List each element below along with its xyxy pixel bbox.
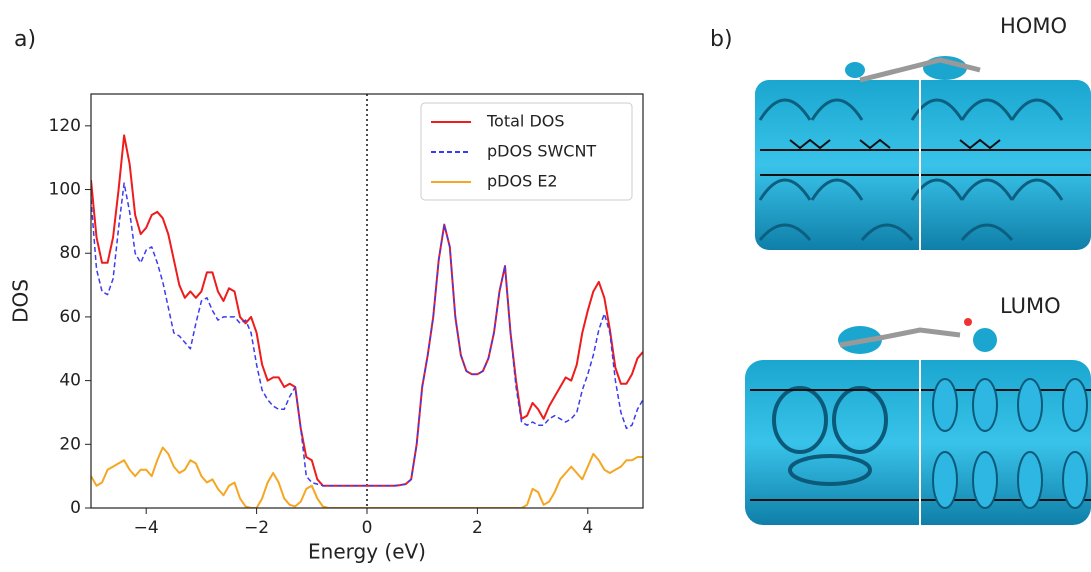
series-line xyxy=(91,134,643,487)
plot-frame xyxy=(90,93,644,509)
y-tick-label: 120 xyxy=(49,116,81,136)
x-tick-label: −4 xyxy=(134,518,159,538)
y-tick-label: 20 xyxy=(59,434,81,454)
homo-render xyxy=(755,56,1091,250)
orbital-label: LUMO xyxy=(1000,294,1061,318)
legend-box xyxy=(420,102,633,201)
legend-label: pDOS SWCNT xyxy=(487,142,596,161)
legend-label: pDOS E2 xyxy=(487,172,558,191)
y-tick-label: 0 xyxy=(70,498,81,518)
x-axis-label: Energy (eV) xyxy=(308,540,426,564)
legend-label: Total DOS xyxy=(486,112,565,131)
panel-label: a) xyxy=(14,27,36,52)
x-tick-label: 2 xyxy=(472,518,483,538)
y-tick-label: 100 xyxy=(49,180,81,200)
series-line xyxy=(91,182,643,487)
y-tick-label: 80 xyxy=(59,243,81,263)
x-tick-label: 0 xyxy=(362,518,373,538)
lumo-render xyxy=(745,318,1091,525)
y-tick-label: 40 xyxy=(59,371,81,391)
lines xyxy=(91,134,643,508)
series-line xyxy=(91,446,643,508)
x-tick-label: −2 xyxy=(244,518,269,538)
panel-label: b) xyxy=(710,27,733,52)
x-tick-label: 4 xyxy=(582,518,593,538)
y-axis-label: DOS xyxy=(9,279,33,323)
y-tick-label: 60 xyxy=(59,307,81,327)
orbital-label: HOMO xyxy=(1000,14,1067,38)
